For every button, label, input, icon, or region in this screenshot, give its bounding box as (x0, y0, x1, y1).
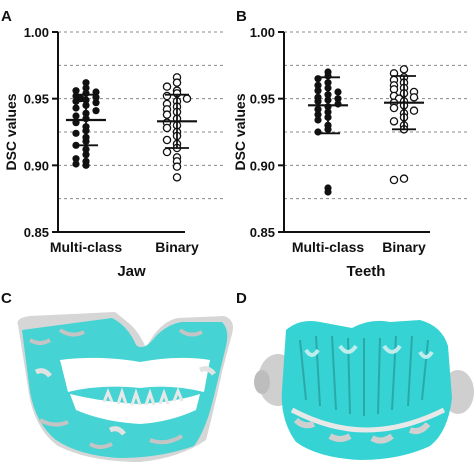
y-tick-label: 0.95 (24, 92, 49, 107)
y-axis-title: DSC values (3, 93, 19, 170)
panel-letter-c: C (1, 290, 12, 307)
y-tick-label: 1.00 (250, 25, 275, 40)
chart-jaw: 0.85 0.90 0.95 1.00 DSC values Multi-class Bin… (3, 25, 225, 280)
data-point (162, 135, 172, 145)
teeth-render-image (254, 320, 474, 460)
x-category-label: Multi-class (292, 239, 365, 255)
data-point (82, 151, 90, 159)
data-point (82, 84, 90, 92)
data-point (314, 87, 322, 95)
data-point (92, 99, 100, 107)
data-point (399, 65, 409, 74)
data-point (82, 79, 90, 87)
panel-letter-b: B (236, 8, 247, 25)
data-point (162, 110, 172, 119)
data-point (72, 97, 80, 105)
data-point (82, 161, 90, 169)
y-axis-title: DSC values (232, 93, 248, 170)
data-point (314, 105, 322, 113)
data-point (172, 162, 182, 171)
data-point (409, 106, 419, 115)
data-point (314, 128, 322, 136)
data-point (182, 94, 192, 103)
y-tick-label: 0.85 (250, 225, 275, 240)
data-point (72, 155, 80, 163)
data-point (399, 174, 409, 183)
panel-letter-d: D (236, 290, 247, 307)
chart-teeth: 0.85 0.90 0.95 1.00 DSC values Multi-class Bin… (232, 25, 470, 280)
data-point (334, 88, 342, 96)
data-point (82, 145, 90, 153)
data-point (334, 95, 342, 103)
data-point (172, 78, 182, 87)
data-point (389, 103, 399, 113)
y-tick-label: 0.95 (250, 92, 275, 107)
x-category-label: Binary (155, 239, 199, 255)
data-point (162, 91, 172, 101)
data-point (409, 93, 419, 102)
data-point (389, 175, 399, 185)
data-point (72, 160, 80, 168)
data-point (162, 82, 172, 91)
y-tick-label: 0.90 (24, 158, 49, 173)
y-tick-label: 1.00 (24, 25, 49, 40)
y-tick-label: 0.85 (24, 225, 49, 240)
data-point (314, 81, 322, 89)
data-point (172, 173, 182, 182)
y-tick-label: 0.90 (250, 158, 275, 173)
data-point (72, 87, 80, 95)
data-point (314, 97, 322, 105)
data-point (324, 188, 332, 196)
x-axis-title: Jaw (117, 263, 146, 280)
x-category-label: Multi-class (50, 239, 123, 255)
data-point (72, 129, 80, 137)
data-point (72, 112, 80, 120)
data-point (314, 75, 322, 83)
data-point (389, 117, 399, 126)
data-point (72, 104, 80, 112)
data-point (162, 147, 172, 157)
data-point (314, 111, 322, 119)
data-point (162, 123, 172, 133)
data-point (334, 100, 342, 108)
data-point (314, 116, 322, 124)
x-axis-title: Teeth (347, 263, 386, 280)
data-point (92, 107, 100, 115)
jaw-render-image (17, 312, 233, 462)
x-category-label: Binary (382, 239, 426, 255)
panel-letter-a: A (1, 8, 12, 25)
